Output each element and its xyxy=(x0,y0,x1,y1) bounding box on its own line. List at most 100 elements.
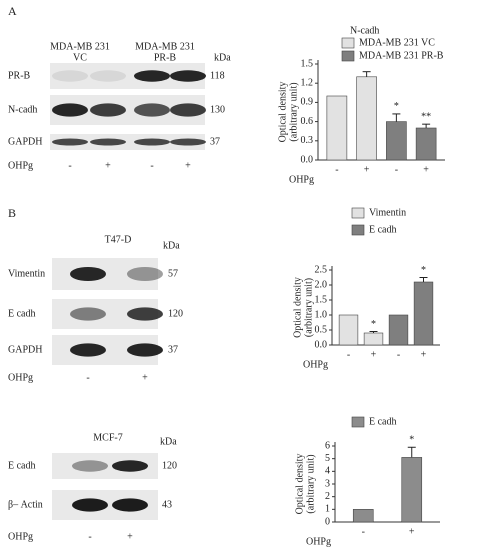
blot-band xyxy=(70,307,106,321)
kda-value: 120 xyxy=(168,308,183,319)
row-label: GAPDH xyxy=(8,136,42,147)
row-label: PR-B xyxy=(8,70,31,81)
row-label: GAPDH xyxy=(8,344,42,355)
significance-mark: * xyxy=(409,435,414,446)
x-tick-label: + xyxy=(371,349,377,360)
blot-band xyxy=(170,103,206,117)
y-tick-label: 0 xyxy=(325,516,330,527)
lane-header: T47-D xyxy=(105,234,132,245)
treatment-label: OHPg xyxy=(8,160,33,171)
row-label: E cadh xyxy=(8,460,36,471)
treatment-sign: + xyxy=(127,531,133,542)
x-tick-label: + xyxy=(421,349,427,360)
treatment-label: OHPg xyxy=(8,531,33,542)
kda-value: 57 xyxy=(168,268,178,279)
blot-band xyxy=(70,266,106,282)
y-axis-label: (arbitrary unit) xyxy=(305,454,316,513)
blot-background xyxy=(50,134,205,150)
y-tick-label: 2 xyxy=(325,491,330,502)
y-tick-label: 1.0 xyxy=(315,309,328,320)
treatment-label: OHPg xyxy=(8,372,33,383)
blot-band xyxy=(90,138,126,146)
x-tick-label: - xyxy=(335,164,338,175)
y-tick-label: 1.2 xyxy=(301,77,314,88)
blot-band xyxy=(72,460,108,472)
lane-header: MDA-MB 231 xyxy=(50,41,110,52)
y-tick-label: 0.9 xyxy=(301,97,314,108)
panel-label: B xyxy=(8,206,16,220)
y-tick-label: 3 xyxy=(325,478,330,489)
lane-header: PR-B xyxy=(154,52,177,63)
blot-band xyxy=(134,138,170,146)
blot-band xyxy=(90,103,126,117)
x-tick-label: + xyxy=(423,164,429,175)
x-tick-label: + xyxy=(409,526,415,537)
blot-band xyxy=(52,138,88,146)
blot-band xyxy=(127,307,163,321)
y-tick-label: 1.5 xyxy=(315,294,328,305)
x-tick-label: - xyxy=(362,526,365,537)
y-tick-label: 4 xyxy=(325,466,330,477)
kda-value: 120 xyxy=(162,460,177,471)
bar xyxy=(363,332,384,346)
row-label: Vimentin xyxy=(8,268,45,279)
bar xyxy=(415,127,437,161)
treatment-sign: - xyxy=(68,160,71,171)
y-tick-label: 0.5 xyxy=(315,324,328,335)
x-axis-label: OHPg xyxy=(306,536,331,547)
y-axis-label: Optical density xyxy=(292,277,303,338)
significance-mark: * xyxy=(371,319,376,330)
significance-mark: * xyxy=(394,101,399,112)
row-label: β– Actin xyxy=(8,499,43,510)
treatment-sign: + xyxy=(185,160,191,171)
blot-band xyxy=(72,498,108,512)
bar xyxy=(352,509,374,523)
blot-band xyxy=(90,70,126,82)
blot-band xyxy=(127,266,163,282)
bar xyxy=(413,281,434,346)
legend-swatch xyxy=(351,416,365,428)
bar xyxy=(386,121,407,161)
blot-band xyxy=(170,138,206,146)
y-tick-label: 1.5 xyxy=(301,58,314,69)
treatment-sign: - xyxy=(88,531,91,542)
kda-value: 37 xyxy=(168,344,178,355)
legend-swatch xyxy=(351,207,365,219)
blot-band xyxy=(134,70,170,82)
kda-value: 130 xyxy=(210,104,225,115)
bar xyxy=(388,314,409,346)
lane-header: VC xyxy=(73,52,87,63)
lane-header: MCF-7 xyxy=(93,432,122,443)
legend-label: E cadh xyxy=(369,224,397,235)
bar xyxy=(401,457,423,523)
kda-value: 43 xyxy=(162,499,172,510)
kda-value: 118 xyxy=(210,70,225,81)
unit-label: kDa xyxy=(214,52,231,63)
legend-label: MDA-MB 231 PR-B xyxy=(359,50,444,61)
y-axis-label: Optical density xyxy=(277,82,288,143)
x-tick-label: + xyxy=(364,164,370,175)
significance-mark: ** xyxy=(421,111,431,122)
y-tick-label: 0.6 xyxy=(301,116,314,127)
treatment-sign: - xyxy=(86,372,89,383)
x-tick-label: - xyxy=(397,349,400,360)
blot-band xyxy=(52,103,88,117)
blot-band xyxy=(112,498,148,512)
blot-band xyxy=(170,70,206,82)
legend-label: E cadh xyxy=(369,416,397,427)
blot-band xyxy=(70,343,106,357)
row-label: E cadh xyxy=(8,308,36,319)
blot-band xyxy=(134,103,170,117)
x-tick-label: - xyxy=(347,349,350,360)
unit-label: kDa xyxy=(160,436,177,447)
y-tick-label: 1 xyxy=(325,504,330,515)
bar xyxy=(356,76,377,161)
bar xyxy=(326,95,348,161)
treatment-sign: + xyxy=(105,160,111,171)
bar xyxy=(338,314,359,346)
significance-mark: * xyxy=(421,265,426,276)
kda-value: 37 xyxy=(210,136,220,147)
treatment-sign: - xyxy=(150,160,153,171)
legend-label: Vimentin xyxy=(369,207,406,218)
